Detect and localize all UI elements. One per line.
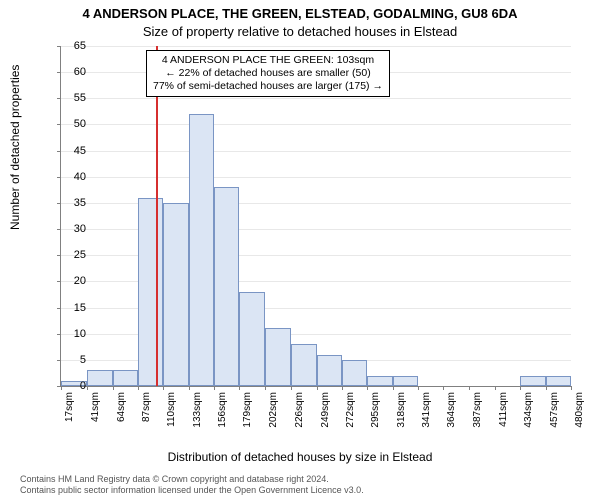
annotation-line: 4 ANDERSON PLACE THE GREEN: 103sqm bbox=[153, 54, 383, 67]
histogram-bar bbox=[138, 198, 163, 386]
grid-line bbox=[61, 124, 571, 125]
xtick-label: 364sqm bbox=[446, 392, 457, 428]
histogram-bar bbox=[214, 187, 239, 386]
xtick-label: 411sqm bbox=[498, 392, 509, 427]
grid-line bbox=[61, 151, 571, 152]
ytick-label: 5 bbox=[60, 354, 86, 366]
histogram-bar bbox=[239, 292, 264, 386]
title-sub: Size of property relative to detached ho… bbox=[0, 24, 600, 39]
figure: 4 ANDERSON PLACE, THE GREEN, ELSTEAD, GO… bbox=[0, 0, 600, 500]
plot-area: 4 ANDERSON PLACE THE GREEN: 103sqm← 22% … bbox=[60, 46, 571, 387]
footer-l2: Contains public sector information licen… bbox=[20, 485, 364, 495]
histogram-bar bbox=[342, 360, 367, 386]
xtick-label: 318sqm bbox=[396, 392, 407, 428]
ytick-label: 10 bbox=[60, 328, 86, 340]
xtick-mark bbox=[469, 386, 470, 390]
xtick-mark bbox=[520, 386, 521, 390]
xtick-mark bbox=[189, 386, 190, 390]
xtick-label: 110sqm bbox=[166, 392, 177, 427]
xtick-mark bbox=[291, 386, 292, 390]
xtick-mark bbox=[113, 386, 114, 390]
xtick-mark bbox=[546, 386, 547, 390]
ytick-label: 25 bbox=[60, 249, 86, 261]
ytick-label: 55 bbox=[60, 92, 86, 104]
xtick-label: 480sqm bbox=[574, 392, 585, 428]
ytick-label: 40 bbox=[60, 171, 86, 183]
histogram-bar bbox=[393, 376, 418, 386]
xtick-label: 179sqm bbox=[242, 392, 253, 428]
ytick-label: 0 bbox=[60, 380, 86, 392]
xtick-label: 295sqm bbox=[370, 392, 381, 428]
x-axis-label: Distribution of detached houses by size … bbox=[0, 450, 600, 464]
annotation-line: ← 22% of detached houses are smaller (50… bbox=[153, 67, 383, 80]
ytick-label: 30 bbox=[60, 223, 86, 235]
title-main: 4 ANDERSON PLACE, THE GREEN, ELSTEAD, GO… bbox=[0, 6, 600, 21]
histogram-bar bbox=[113, 370, 138, 386]
ytick-label: 65 bbox=[60, 40, 86, 52]
xtick-label: 249sqm bbox=[320, 392, 331, 428]
xtick-mark bbox=[163, 386, 164, 390]
xtick-mark bbox=[342, 386, 343, 390]
histogram-bar bbox=[189, 114, 214, 386]
xtick-label: 17sqm bbox=[64, 392, 75, 422]
xtick-label: 41sqm bbox=[90, 392, 101, 422]
ytick-label: 45 bbox=[60, 145, 86, 157]
xtick-mark bbox=[239, 386, 240, 390]
annotation-line: 77% of semi-detached houses are larger (… bbox=[153, 80, 383, 93]
histogram-bar bbox=[367, 376, 392, 386]
annotation-box: 4 ANDERSON PLACE THE GREEN: 103sqm← 22% … bbox=[146, 50, 390, 97]
xtick-mark bbox=[393, 386, 394, 390]
xtick-mark bbox=[265, 386, 266, 390]
ytick-label: 50 bbox=[60, 118, 86, 130]
grid-line bbox=[61, 177, 571, 178]
ytick-label: 60 bbox=[60, 66, 86, 78]
xtick-label: 387sqm bbox=[472, 392, 483, 428]
ytick-label: 20 bbox=[60, 275, 86, 287]
xtick-label: 272sqm bbox=[345, 392, 356, 428]
histogram-bar bbox=[87, 370, 112, 386]
xtick-mark bbox=[495, 386, 496, 390]
xtick-mark bbox=[571, 386, 572, 390]
xtick-mark bbox=[87, 386, 88, 390]
histogram-bar bbox=[546, 376, 571, 386]
xtick-label: 226sqm bbox=[294, 392, 305, 428]
xtick-label: 87sqm bbox=[141, 392, 152, 422]
footer-l1: Contains HM Land Registry data © Crown c… bbox=[20, 474, 329, 484]
histogram-bar bbox=[520, 376, 545, 386]
xtick-mark bbox=[367, 386, 368, 390]
y-axis-label: Number of detached properties bbox=[8, 65, 22, 230]
histogram-bar bbox=[291, 344, 316, 386]
xtick-mark bbox=[317, 386, 318, 390]
histogram-bar bbox=[265, 328, 291, 386]
xtick-label: 341sqm bbox=[421, 392, 432, 428]
xtick-label: 64sqm bbox=[116, 392, 127, 422]
ytick-label: 15 bbox=[60, 302, 86, 314]
xtick-label: 434sqm bbox=[523, 392, 534, 428]
footer-attribution: Contains HM Land Registry data © Crown c… bbox=[20, 474, 364, 496]
histogram-bar bbox=[163, 203, 188, 386]
xtick-label: 156sqm bbox=[217, 392, 228, 428]
xtick-mark bbox=[418, 386, 419, 390]
xtick-label: 457sqm bbox=[549, 392, 560, 428]
xtick-label: 133sqm bbox=[192, 392, 203, 428]
ytick-label: 35 bbox=[60, 197, 86, 209]
xtick-mark bbox=[138, 386, 139, 390]
xtick-label: 202sqm bbox=[268, 392, 279, 428]
histogram-bar bbox=[317, 355, 342, 386]
grid-line bbox=[61, 46, 571, 47]
xtick-mark bbox=[443, 386, 444, 390]
grid-line bbox=[61, 98, 571, 99]
xtick-mark bbox=[214, 386, 215, 390]
